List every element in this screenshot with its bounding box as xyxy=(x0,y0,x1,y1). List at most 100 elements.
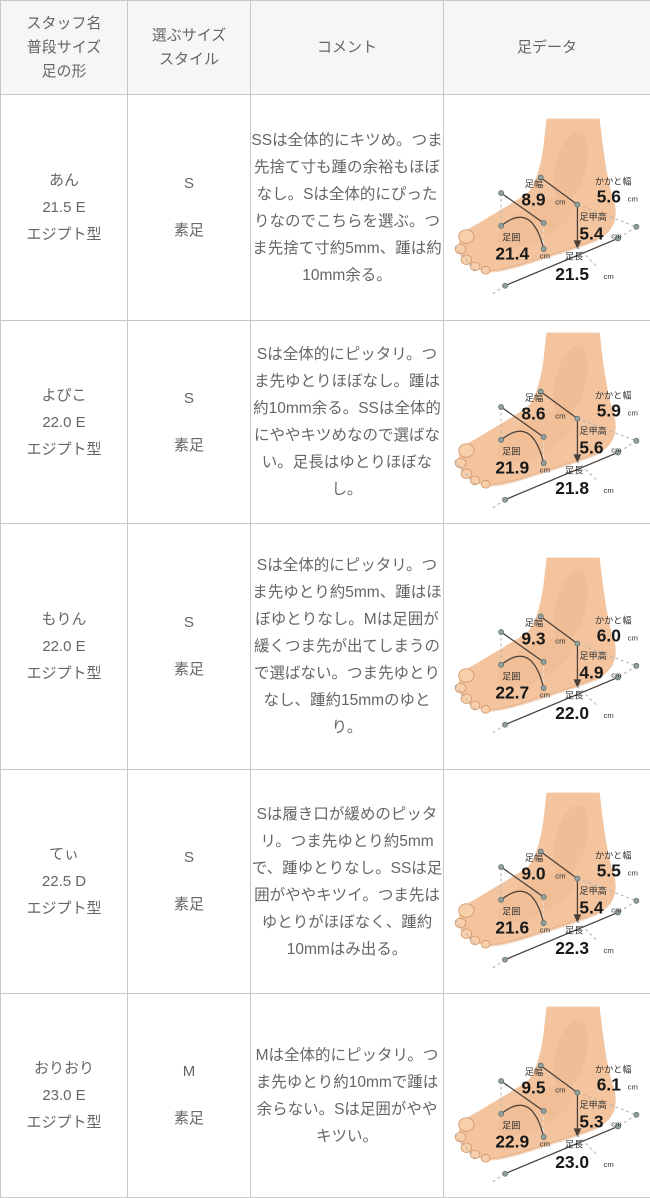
measurement-lines xyxy=(454,1062,640,1184)
instep-arrowhead xyxy=(573,913,582,923)
foot-illustration xyxy=(454,332,616,489)
heel-projection-2 xyxy=(619,1113,637,1126)
fit-style: 素足 xyxy=(173,661,204,678)
sole-shading xyxy=(487,237,599,273)
fit-style: 素足 xyxy=(173,896,204,913)
foot-illustration xyxy=(454,1006,616,1163)
foot-width-line xyxy=(500,192,544,223)
toe xyxy=(469,700,481,710)
table-body: あん 21.5 E エジプト型 S 素足 SSは全体的にキツめ。つま先捨て寸も踵… xyxy=(0,94,650,1198)
instep-projection xyxy=(577,1134,597,1154)
header-staff: スタッフ名 普段サイズ 足の形 xyxy=(0,0,128,95)
heel-width-value: 6.0 xyxy=(597,625,621,645)
header-row: スタッフ名 普段サイズ 足の形 選ぶサイズ スタイル コメント 足データ xyxy=(0,0,650,95)
heel-projection xyxy=(577,1091,637,1115)
instep-shading xyxy=(497,411,575,463)
comment-text: SSは全体的にキツめ。つま先捨て寸も踵の余裕もほぼなし。Sは全体的にぴったりなの… xyxy=(251,131,443,284)
shin-shading xyxy=(553,804,589,877)
foot-shape: エジプト型 xyxy=(26,1114,102,1131)
foot-width-unit: cm xyxy=(555,636,565,645)
foot-length-value: 23.0 xyxy=(555,1151,589,1171)
measurement-lines xyxy=(454,174,640,296)
foot-girth-unit: cm xyxy=(540,1139,550,1148)
foot-length-unit: cm xyxy=(604,710,614,719)
foot-width-label: 足幅 xyxy=(525,617,543,628)
instep-shading xyxy=(497,871,575,922)
foot-width-value: 9.5 xyxy=(521,1077,545,1097)
foot-shape xyxy=(458,118,616,271)
foot-diagram: 足幅 9.0 cm かかと幅 5.5 cm 足甲高 5.4 cm 足囲 21.6… xyxy=(454,792,640,970)
foot-length-label: 足長 xyxy=(565,466,583,476)
comment-text: Sは全体的にピッタリ。つま先ゆとりほぼなし。踵は約10mm余る。SSは全体的にや… xyxy=(253,346,441,498)
foot-width-line xyxy=(500,1080,544,1111)
foot-girth-arc xyxy=(500,1104,545,1137)
toe xyxy=(480,704,491,714)
foot-girth-unit: cm xyxy=(540,690,550,699)
foot-illustration xyxy=(454,792,616,949)
heel-width-line xyxy=(540,850,578,879)
foot-girth-label: 足囲 xyxy=(502,906,520,916)
heel-width-value: 5.9 xyxy=(597,401,621,421)
instep-projection xyxy=(577,920,597,940)
foot-data-cell: 足幅 9.0 cm かかと幅 5.5 cm 足甲高 5.4 cm 足囲 21.6… xyxy=(443,769,650,994)
measure-points xyxy=(498,1062,640,1177)
foot-width-unit: cm xyxy=(555,412,565,421)
foot-girth-arc xyxy=(500,890,545,923)
instep-arrowhead xyxy=(573,239,582,249)
instep-height-value: 5.4 xyxy=(579,897,603,917)
instep-arrowhead xyxy=(573,454,582,464)
foot-width-unit: cm xyxy=(555,197,565,206)
table-header: スタッフ名 普段サイズ 足の形 選ぶサイズ スタイル コメント 足データ xyxy=(0,0,650,95)
foot-width-label: 足幅 xyxy=(525,178,543,189)
table-row: あん 21.5 E エジプト型 S 素足 SSは全体的にキツめ。つま先捨て寸も踵… xyxy=(0,94,650,321)
foot-shape xyxy=(458,792,616,945)
foot-shape: エジプト型 xyxy=(26,665,102,682)
heel-width-label: かかと幅 xyxy=(595,389,632,400)
foot-diagram: 足幅 9.3 cm かかと幅 6.0 cm 足甲高 4.9 cm 足囲 22.7… xyxy=(454,557,640,735)
heel-width-unit: cm xyxy=(628,868,638,877)
comment-cell: SSは全体的にキツめ。つま先捨て寸も踵の余裕もほぼなし。Sは全体的にぴったりなの… xyxy=(250,94,444,321)
instep-height-unit: cm xyxy=(611,670,621,679)
instep-height-label: 足甲高 xyxy=(579,211,606,222)
staff-name: おりおり xyxy=(33,1060,94,1077)
foot-girth-value: 22.9 xyxy=(495,1131,529,1151)
instep-height-label: 足甲高 xyxy=(579,650,606,661)
instep-arrowhead xyxy=(573,678,582,688)
foot-width-unit: cm xyxy=(555,1085,565,1094)
staff-cell: もりん 22.0 E エジプト型 xyxy=(0,523,128,770)
instep-height-label: 足甲高 xyxy=(579,1099,606,1110)
foot-length-line xyxy=(504,237,619,286)
instep-arrowhead xyxy=(573,1127,582,1137)
heel-width-value: 5.6 xyxy=(597,186,621,206)
usual-size: 23.0 E xyxy=(42,1087,86,1104)
shin-shading xyxy=(553,345,589,417)
foot-girth-label: 足囲 xyxy=(502,671,520,681)
foot-length-unit: cm xyxy=(604,1159,614,1168)
foot-shape: エジプト型 xyxy=(26,900,102,917)
heel-projection xyxy=(577,418,637,442)
staff-name: よぴこ xyxy=(41,386,87,404)
foot-width-line xyxy=(500,406,544,438)
chosen-size: S xyxy=(183,389,194,407)
instep-height-unit: cm xyxy=(611,445,621,454)
heel-width-label: かかと幅 xyxy=(595,849,632,860)
toe xyxy=(469,475,481,486)
comment-cell: Sは履き口が緩めのピッタリ。つま先ゆとり約5mmで、踵ゆとりなし。SSは足囲がや… xyxy=(250,769,444,994)
shin-shading xyxy=(553,130,589,203)
foot-length-label: 足長 xyxy=(565,1139,583,1149)
foot-girth-unit: cm xyxy=(540,466,550,475)
chosen-size-cell: S 素足 xyxy=(127,769,251,994)
staff-name: てぃ xyxy=(48,846,79,863)
foot-girth-value: 21.4 xyxy=(495,243,529,263)
instep-projection xyxy=(577,246,597,266)
foot-shape: エジプト型 xyxy=(26,226,102,243)
foot-width-value: 8.9 xyxy=(521,189,545,209)
staff-name: あん xyxy=(48,172,79,189)
measurement-lines xyxy=(454,613,640,735)
big-toe xyxy=(458,228,475,244)
toe xyxy=(469,1149,481,1159)
foot-girth-label: 足囲 xyxy=(502,1120,520,1130)
comment-text: Sは全体的にピッタリ。つま先ゆとり約5mm、踵はほぼゆとりなし。Mは足囲が緩くつ… xyxy=(252,557,442,736)
foot-girth-value: 21.9 xyxy=(495,458,529,478)
foot-width-label: 足幅 xyxy=(525,852,543,863)
